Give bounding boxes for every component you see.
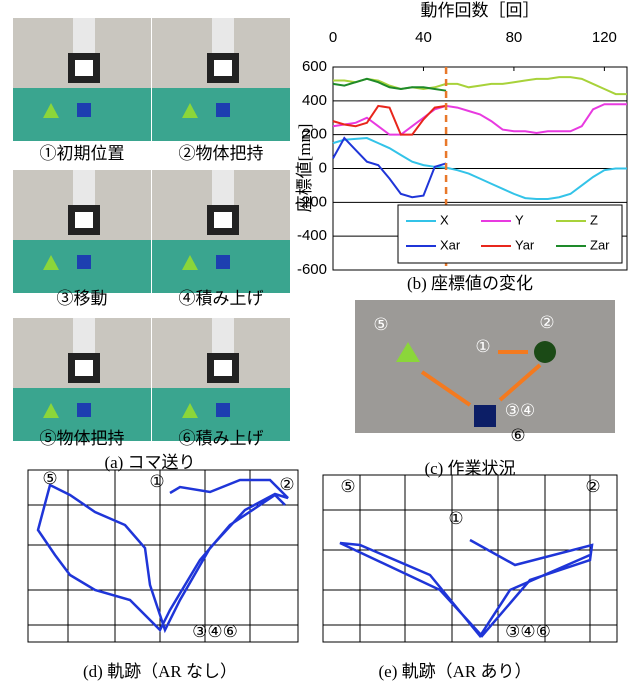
- scene-label: ②: [539, 313, 554, 332]
- trajectory-label: ③④⑥: [192, 622, 238, 641]
- scene-label: ①: [475, 337, 490, 356]
- panel-a: ①初期位置 ②物体把持 ③移動 ④積み上げ ⑤物体把持 ⑥積み上げ (a) コマ…: [13, 0, 290, 472]
- x-tick-label: 120: [592, 29, 617, 46]
- trajectory-label: ⑤: [42, 469, 57, 488]
- x-tick-label: 40: [415, 29, 432, 46]
- x-tick-label: 0: [329, 29, 337, 46]
- x-tick-label: 80: [506, 29, 523, 46]
- trajectory-label: ②: [585, 477, 600, 496]
- caption: (e) 軌跡（AR あり）: [379, 662, 532, 681]
- caption: (d) 軌跡（AR なし）: [83, 662, 237, 681]
- frame-label: ③移動: [57, 289, 108, 308]
- scene-label: ③④: [505, 401, 535, 420]
- figure: ①初期位置 ②物体把持 ③移動 ④積み上げ ⑤物体把持 ⑥積み上げ (a) コマ…: [0, 0, 629, 688]
- y-tick-label: 600: [302, 58, 327, 75]
- legend-label: Yar: [515, 237, 535, 252]
- legend-label: Zar: [590, 237, 610, 252]
- caption: (b) 座標値の変化: [407, 274, 533, 293]
- series-line: [333, 106, 446, 135]
- trajectory-label: ①: [149, 472, 164, 491]
- y-tick-label: 0: [319, 159, 327, 176]
- frame-label: ②物体把持: [179, 144, 264, 163]
- legend-box: [398, 205, 622, 263]
- trajectory-label: ⑤: [340, 477, 355, 496]
- series-line: [333, 77, 627, 94]
- y-tick-label: 400: [302, 92, 327, 109]
- trajectory-label: ③④⑥: [505, 622, 551, 641]
- scene-label: ⑤: [373, 315, 388, 334]
- panel-d: ⑤ ① ② ③④⑥ (d) 軌跡（AR なし）: [28, 469, 298, 681]
- frame-label: ④積み上げ: [179, 289, 264, 308]
- frame-label: ⑤物体把持: [40, 429, 125, 448]
- caption: (a) コマ送り: [104, 453, 195, 472]
- legend-label: Z: [590, 212, 598, 227]
- frame-label: ①初期位置: [40, 144, 125, 163]
- legend-label: Y: [515, 212, 524, 227]
- scene-label: ⑥: [510, 426, 525, 445]
- y-tick-label: -400: [297, 227, 327, 244]
- series-line: [333, 138, 446, 197]
- frame-label: ⑥積み上げ: [179, 429, 264, 448]
- trajectory-label: ②: [279, 475, 294, 494]
- legend-label: Xar: [440, 237, 461, 252]
- y-tick-label: 200: [302, 126, 327, 143]
- panel-e: ⑤ ① ② ③④⑥ (e) 軌跡（AR あり）: [323, 475, 617, 681]
- y-tick-label: -600: [297, 261, 327, 278]
- panel-b: 動作回数［回］ 座標値[mm] (b) 座標値の変化 -600-400-2000…: [295, 1, 627, 293]
- x-axis-label: 動作回数［回］: [421, 1, 540, 20]
- legend-label: X: [440, 212, 449, 227]
- trajectory-label: ①: [448, 509, 463, 528]
- panel-c: ⑤ ① ② ③④ ⑥ (c) 作業状況: [355, 300, 615, 478]
- y-tick-label: -200: [297, 193, 327, 210]
